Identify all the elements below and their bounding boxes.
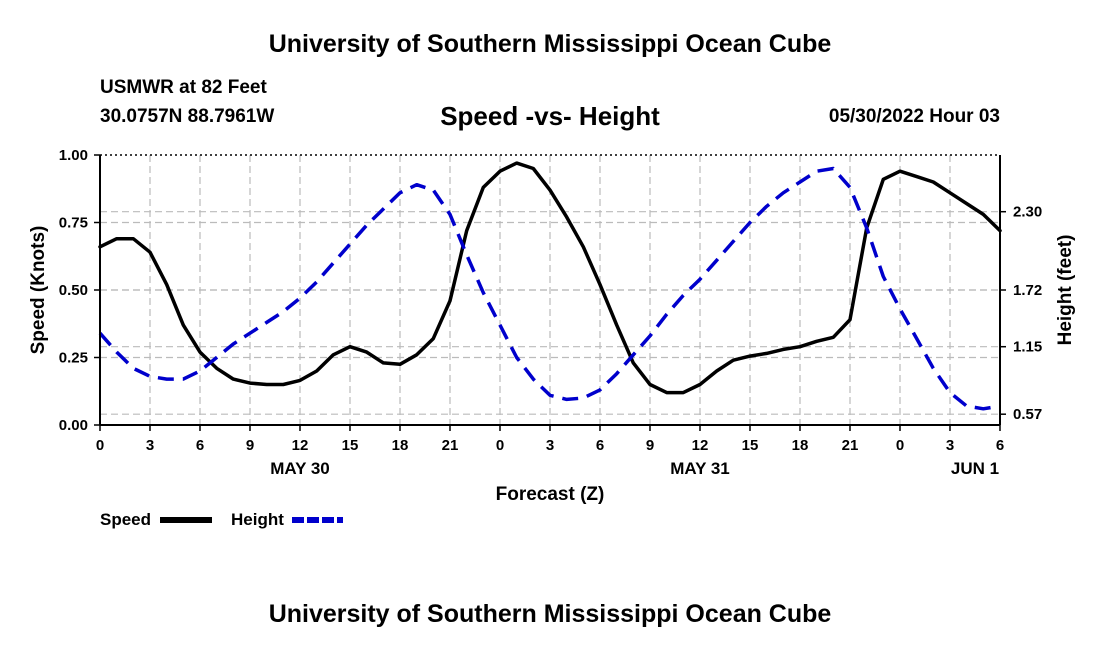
y2-tick-label: 2.30 xyxy=(1013,204,1042,221)
y-tick-label: 0.00 xyxy=(59,417,88,434)
x-tick-label: 0 xyxy=(896,437,904,454)
forecast-timestamp: 05/30/2022 Hour 03 xyxy=(828,106,1000,127)
x-tick-label: 18 xyxy=(792,437,809,454)
page-title-bottom: University of Southern Mississippi Ocean… xyxy=(268,600,832,628)
x-tick-label: 12 xyxy=(292,437,309,454)
x-tick-label: 21 xyxy=(842,437,859,454)
x-tick-label: 9 xyxy=(646,437,654,454)
x-tick-label: 15 xyxy=(342,437,359,454)
x-tick-label: 9 xyxy=(246,437,254,454)
x-tick-label: 12 xyxy=(692,437,709,454)
x-tick-label: 6 xyxy=(196,437,204,454)
y-tick-label: 0.25 xyxy=(59,350,88,367)
chart-title: Speed -vs- Height xyxy=(440,101,660,131)
y2-tick-label: 1.72 xyxy=(1013,282,1042,299)
x-axis-label: Forecast (Z) xyxy=(496,484,605,505)
x-tick-label: 6 xyxy=(596,437,604,454)
series-line-speed xyxy=(98,161,1002,395)
legend: Speed Height xyxy=(100,510,343,529)
page-title: University of Southern Mississippi Ocean… xyxy=(268,30,832,58)
legend-label-speed: Speed xyxy=(100,510,151,529)
y2-tick-label: 1.15 xyxy=(1013,339,1042,356)
legend-label-height: Height xyxy=(231,510,284,529)
x-tick-label: 3 xyxy=(546,437,554,454)
x-tick-label: 21 xyxy=(442,437,459,454)
series-line-height xyxy=(98,166,1001,411)
x-tick-label: 3 xyxy=(146,437,154,454)
x-tick-label: 0 xyxy=(496,437,504,454)
grid-layer xyxy=(100,155,1000,425)
series-layer xyxy=(98,161,1002,411)
station-coordinates: 30.0757N 88.7961W xyxy=(100,106,275,127)
y-tick-label: 1.00 xyxy=(59,147,88,164)
x-date-label: MAY 30 xyxy=(270,459,330,478)
x-tick-label: 6 xyxy=(996,437,1004,454)
axes-layer: 0 3 6 9 12 15 18 21 0 3 6 9 12 15 18 21 0 3 6 MAY 30 MAY 31 J… xyxy=(59,147,1042,478)
x-tick-label: 0 xyxy=(96,437,104,454)
y-tick-label: 0.50 xyxy=(59,282,88,299)
x-date-label: JUN 1 xyxy=(951,459,999,478)
y-axis-label: Speed (Knots) xyxy=(28,226,49,355)
y2-axis-label: Height (feet) xyxy=(1055,235,1076,346)
x-date-label: MAY 31 xyxy=(670,459,730,478)
y2-tick-label: 0.57 xyxy=(1013,406,1042,423)
y-tick-label: 0.75 xyxy=(59,215,88,232)
x-tick-label: 3 xyxy=(946,437,954,454)
x-tick-label: 15 xyxy=(742,437,759,454)
station-label: USMWR at 82 Feet xyxy=(100,77,267,98)
x-tick-label: 18 xyxy=(392,437,409,454)
